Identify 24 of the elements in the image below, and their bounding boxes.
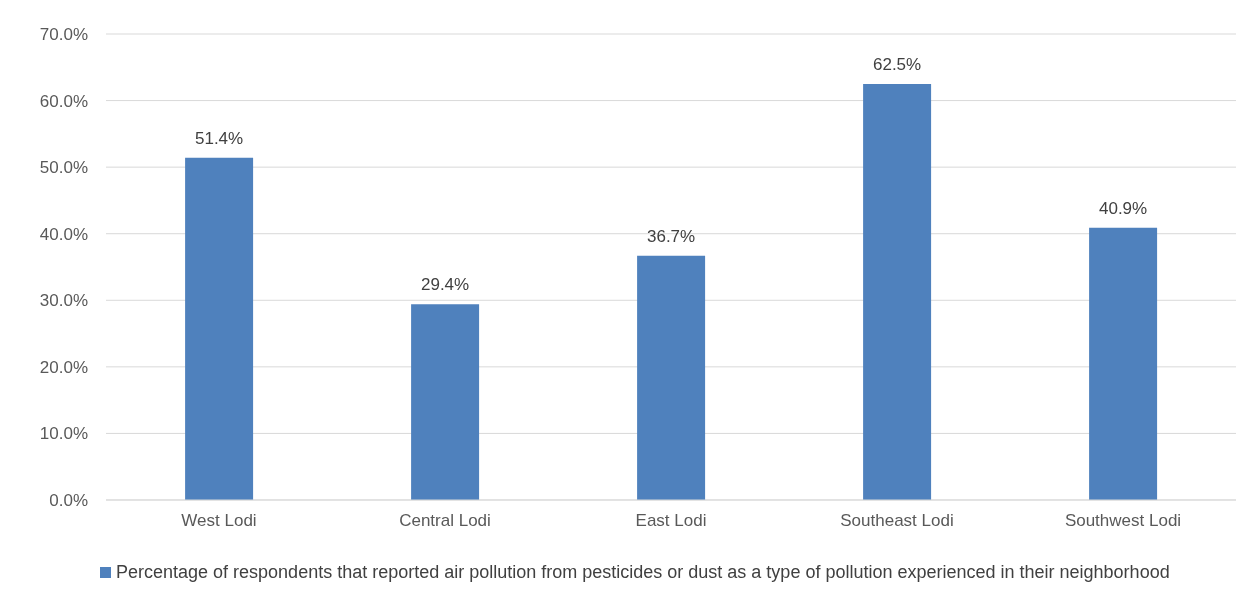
x-tick-label: East Lodi [635, 511, 707, 531]
x-tick-label: West Lodi [181, 511, 257, 531]
x-tick-label: Southwest Lodi [1064, 511, 1182, 531]
y-tick-label: 0.0% [49, 491, 88, 511]
bar [185, 157, 254, 500]
bar [863, 83, 932, 500]
x-tick-label: Southeast Lodi [840, 511, 954, 531]
data-label: 51.4% [195, 128, 244, 148]
bar [411, 304, 480, 500]
bar [637, 255, 706, 500]
data-label: 40.9% [1099, 198, 1148, 218]
y-tick-label: 50.0% [39, 158, 88, 178]
y-tick-label: 30.0% [39, 291, 88, 311]
bar [1089, 227, 1158, 500]
y-tick-label: 70.0% [39, 25, 88, 45]
y-tick-label: 60.0% [39, 91, 88, 111]
y-tick-label: 40.0% [39, 224, 88, 244]
y-tick-label: 10.0% [39, 424, 88, 444]
data-label: 62.5% [873, 54, 922, 74]
legend-label: Percentage of respondents that reported air pollution from pesticides or dust as a type of pollution experienced in their neighborhood [116, 562, 1170, 582]
data-label: 36.7% [647, 226, 696, 246]
data-label: 29.4% [421, 275, 470, 295]
y-tick-label: 20.0% [39, 357, 88, 377]
x-tick-label: Central Lodi [399, 511, 491, 531]
